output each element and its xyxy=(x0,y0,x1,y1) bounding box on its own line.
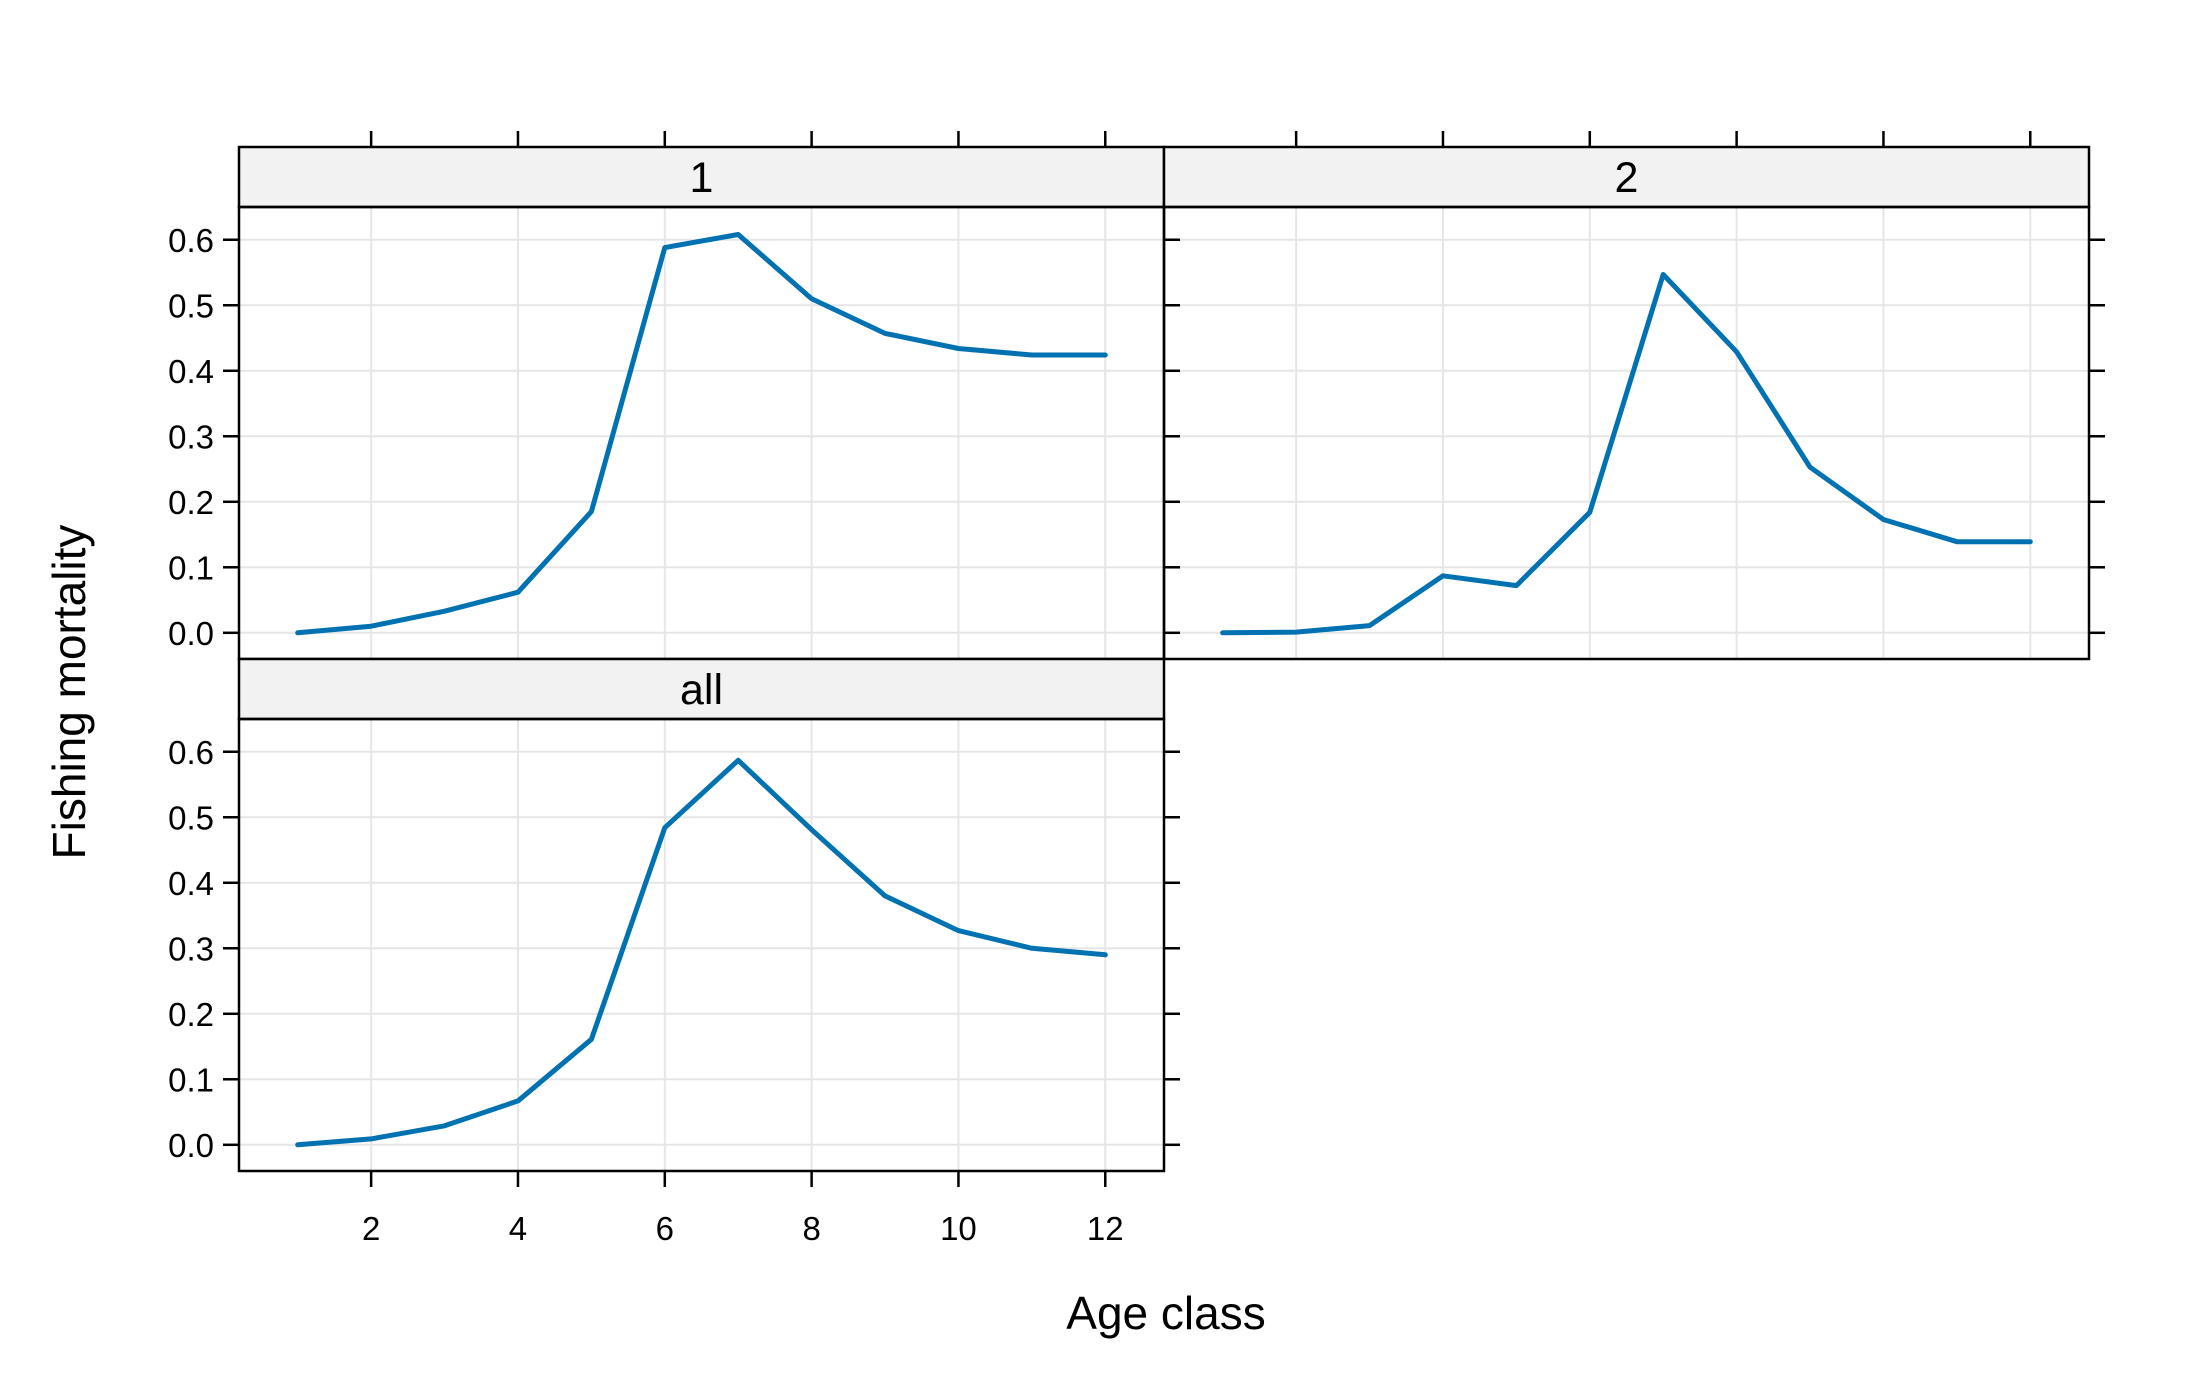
x-tick-label: 6 xyxy=(656,1210,674,1247)
y-axis-title: Fishing mortality xyxy=(43,525,95,860)
y-tick-label: 0.6 xyxy=(168,222,214,259)
strip-panel-1 xyxy=(237,145,1166,209)
x-tick-label: 2 xyxy=(362,1210,380,1247)
y-tick-label: 0.2 xyxy=(168,484,214,521)
panel-frame-all xyxy=(237,717,1166,1173)
x-tick-label: 4 xyxy=(509,1210,527,1247)
x-tick-label: 12 xyxy=(1087,1210,1124,1247)
x-tick-label: 8 xyxy=(802,1210,820,1247)
series-line-panel-1 xyxy=(295,232,1108,636)
y-tick-label: 0.3 xyxy=(168,418,214,455)
y-tick-label: 0.0 xyxy=(168,615,214,652)
y-tick-label: 0.2 xyxy=(168,996,214,1033)
y-tick-label: 0.3 xyxy=(168,930,214,967)
y-tick-label: 0.4 xyxy=(168,353,214,390)
y-tick-label: 0.0 xyxy=(168,1127,214,1164)
x-axis-title: Age class xyxy=(1066,1287,1265,1339)
series-line-panel-all xyxy=(295,757,1108,1148)
y-tick-label: 0.6 xyxy=(168,734,214,771)
strip-label: all xyxy=(680,666,723,714)
series-layer xyxy=(295,232,2033,1148)
y-tick-label: 0.5 xyxy=(168,287,214,324)
panel-frame-1 xyxy=(237,205,1166,661)
y-tick-label: 0.1 xyxy=(168,549,214,586)
y-tick-label: 0.5 xyxy=(168,799,214,836)
ticks-layer: 0.0 0.1 0.2 0.3 0.4 0.5 0.6 0.0 0.1 0.2 0.3 0.4 0.5 0… xyxy=(168,131,2105,1247)
strip-panel-all xyxy=(237,657,1166,721)
frames-layer: 1 2 all xyxy=(237,145,2091,1173)
strip-label: 1 xyxy=(690,154,714,202)
x-tick-label: 10 xyxy=(940,1210,977,1247)
panel-frame-2 xyxy=(1162,205,2091,661)
series-line-panel-2 xyxy=(1220,272,2033,636)
y-tick-label: 0.4 xyxy=(168,865,214,902)
y-tick-label: 0.1 xyxy=(168,1061,214,1098)
strip-label: 2 xyxy=(1615,154,1639,202)
